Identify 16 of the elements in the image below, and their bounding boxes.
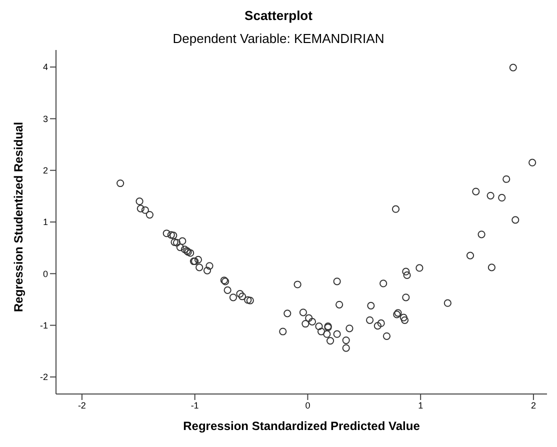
- y-tick-label: -2: [40, 372, 48, 382]
- x-tick-label: 2: [530, 400, 536, 410]
- y-tick-label: 1: [42, 217, 48, 228]
- x-tick-label: -2: [78, 400, 86, 410]
- y-tick-label: -1: [40, 320, 48, 330]
- y-tick-label: 4: [42, 62, 48, 72]
- y-tick-label: 0: [42, 268, 48, 279]
- x-tick-label: 0: [305, 400, 310, 410]
- y-tick-label: 2: [42, 166, 48, 176]
- x-tick-label: 1: [418, 400, 424, 410]
- y-axis-title: Regression Studentized Residual: [11, 122, 26, 312]
- x-axis-title: Regression Standardized Predicted Value: [183, 419, 420, 433]
- x-tick-label: -1: [190, 400, 199, 410]
- y-tick-label: 3: [42, 114, 48, 124]
- chart-subtitle: Dependent Variable: KEMANDIRIAN: [172, 31, 386, 46]
- chart-title: Scatterplot: [244, 8, 314, 23]
